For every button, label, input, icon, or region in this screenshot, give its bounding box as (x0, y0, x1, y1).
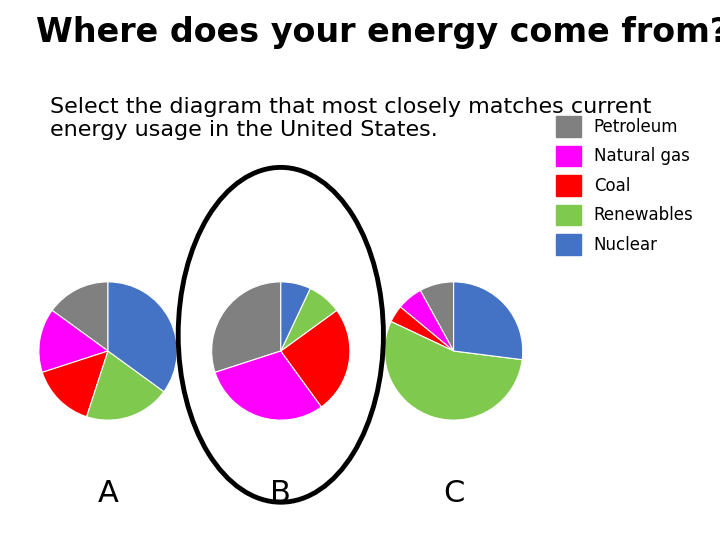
Wedge shape (400, 291, 454, 351)
Wedge shape (281, 282, 310, 351)
Wedge shape (454, 282, 523, 360)
Wedge shape (281, 310, 350, 407)
Wedge shape (384, 322, 522, 420)
Wedge shape (281, 288, 337, 351)
Wedge shape (86, 351, 164, 420)
Wedge shape (52, 282, 108, 351)
Wedge shape (39, 310, 108, 373)
Wedge shape (108, 282, 177, 392)
Text: B: B (271, 479, 291, 508)
Wedge shape (215, 351, 321, 420)
Text: Where does your energy come from?: Where does your energy come from? (36, 16, 720, 49)
Wedge shape (391, 307, 454, 351)
Text: C: C (443, 479, 464, 508)
Wedge shape (42, 351, 108, 417)
Legend: Petroleum, Natural gas, Coal, Renewables, Nuclear: Petroleum, Natural gas, Coal, Renewables… (556, 116, 693, 255)
Text: A: A (98, 479, 118, 508)
Wedge shape (212, 282, 281, 373)
Text: Select the diagram that most closely matches current
energy usage in the United : Select the diagram that most closely mat… (50, 97, 652, 140)
Wedge shape (420, 282, 454, 351)
